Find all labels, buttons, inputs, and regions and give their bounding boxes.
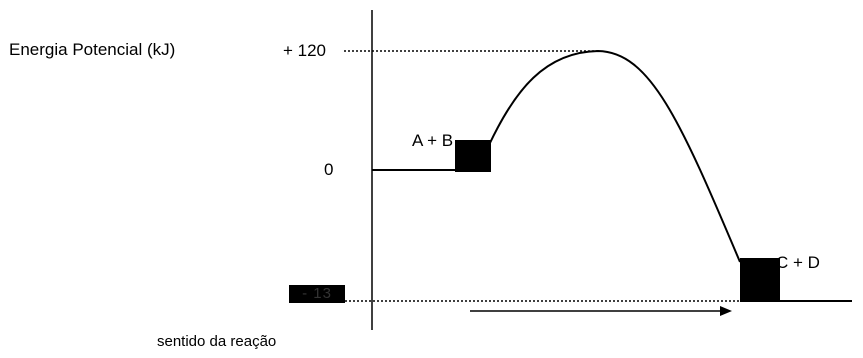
- reactants-label: A + B: [412, 131, 454, 150]
- tick-label-120: + 120: [283, 41, 327, 60]
- tick-label-lower: - 13: [289, 285, 345, 303]
- tick-label-zero: 0: [324, 160, 334, 179]
- arrow-head-icon: [720, 306, 732, 316]
- reactants-block: [455, 140, 491, 172]
- x-axis-label: sentido da reação: [157, 333, 277, 350]
- energy-curve: [488, 49, 741, 263]
- products-label: C + D: [776, 253, 820, 272]
- y-axis-label: Energia Potencial (kJ): [9, 40, 176, 59]
- products-block: [740, 258, 780, 302]
